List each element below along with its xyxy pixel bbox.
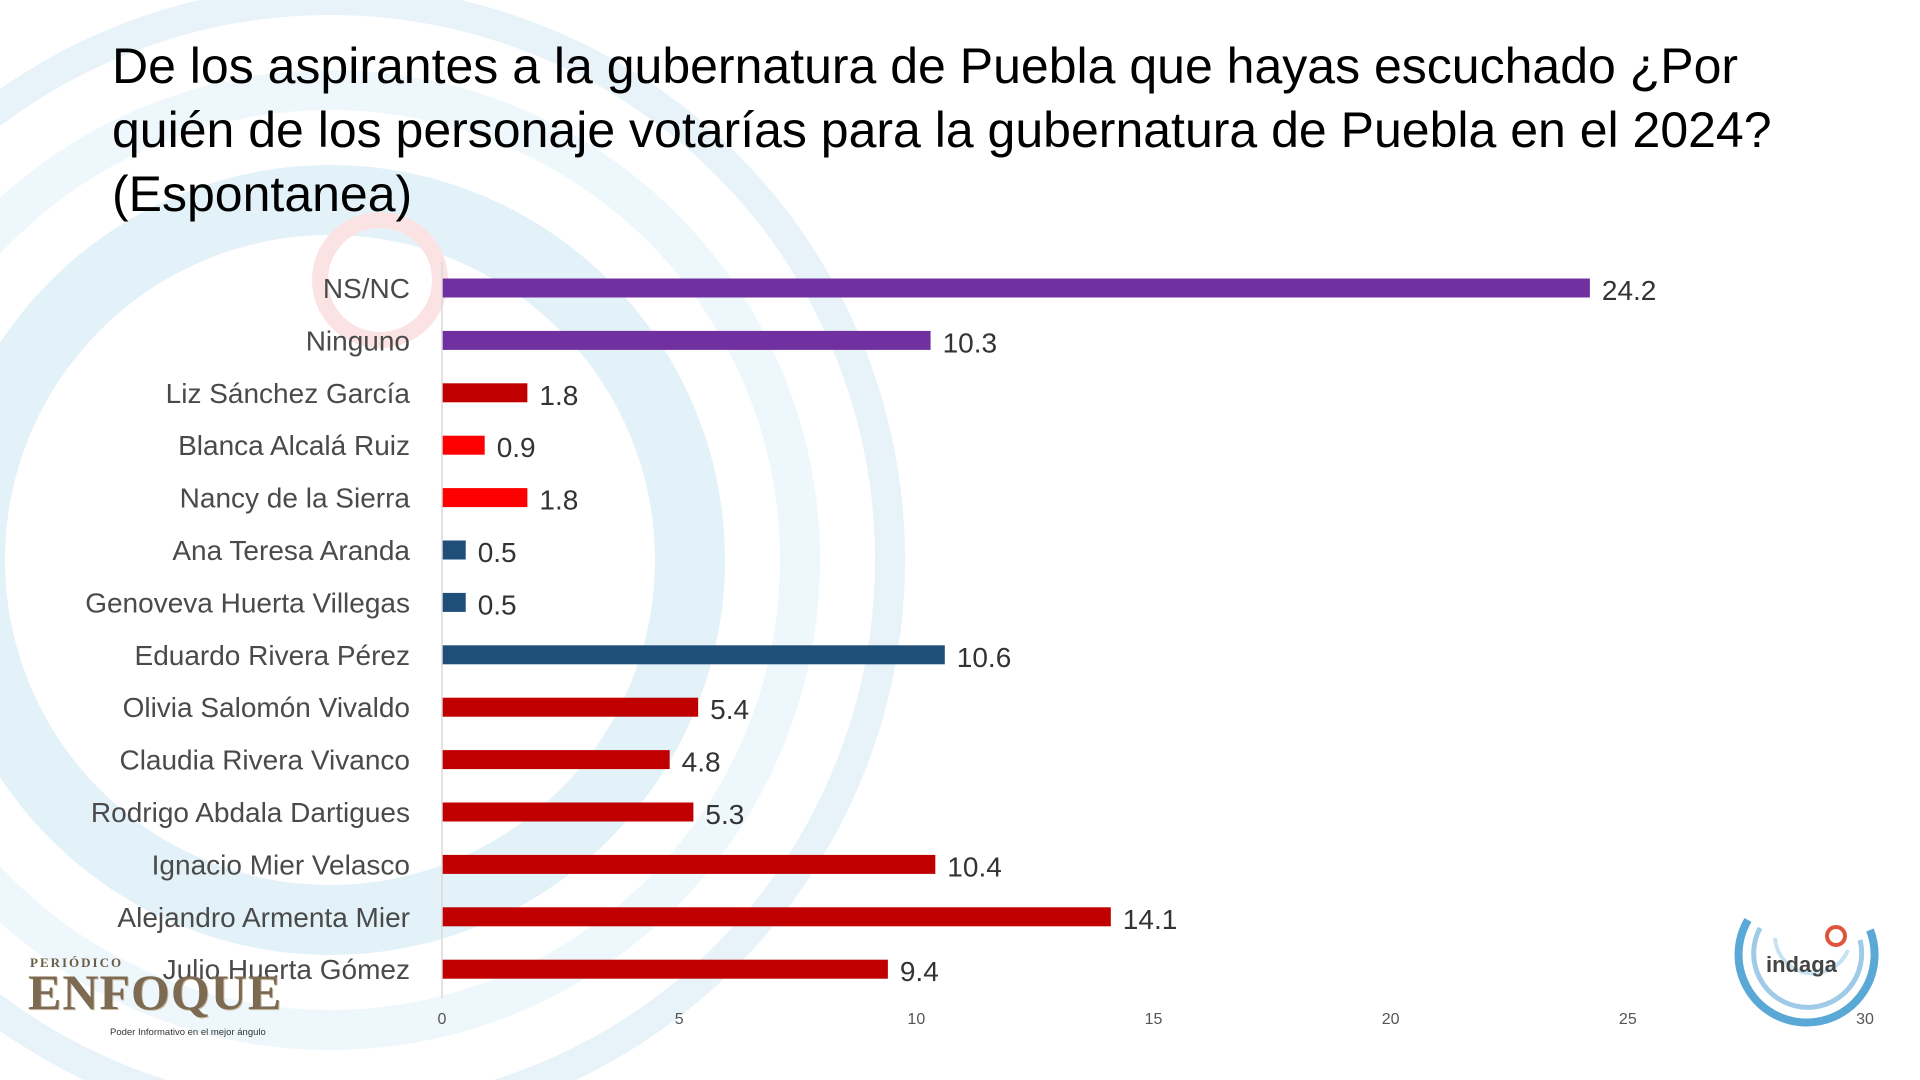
bar-0: [442, 278, 1590, 298]
category-label-11: Ignacio Mier Velasco: [152, 849, 410, 880]
category-label-9: Claudia Rivera Vivanco: [119, 745, 410, 776]
x-tick-label-0: 0: [438, 1011, 447, 1028]
bar-12: [442, 907, 1111, 927]
x-tick-label-3: 15: [1145, 1011, 1163, 1028]
value-label-10: 5.3: [705, 799, 744, 830]
enfoque-logo: PERIÓDICO ENFOQUE Poder Informativo en e…: [28, 955, 281, 1038]
category-label-2: Liz Sánchez García: [166, 378, 411, 409]
logo-tagline: Poder Informativo en el mejor ángulo: [110, 1027, 266, 1038]
page-title: De los aspirantes a la gubernatura de Pu…: [112, 38, 1772, 222]
bar-2: [442, 383, 528, 403]
bar-13: [442, 959, 888, 979]
category-label-6: Genoveva Huerta Villegas: [85, 587, 410, 618]
bar-8: [442, 697, 699, 717]
bar-4: [442, 488, 528, 508]
value-label-8: 5.4: [710, 694, 749, 725]
category-label-7: Eduardo Rivera Pérez: [135, 640, 410, 671]
category-label-12: Alejandro Armenta Mier: [117, 902, 410, 933]
logo-small-text: PERIÓDICO: [30, 955, 124, 970]
value-label-13: 9.4: [900, 956, 939, 987]
x-tick-label-6: 30: [1856, 1011, 1874, 1028]
value-label-5: 0.5: [478, 537, 517, 568]
x-axis: 0 5 10 15 20 25 30: [438, 262, 1874, 1028]
x-tick-label-4: 20: [1382, 1011, 1400, 1028]
bar-1: [442, 330, 931, 350]
x-tick-label-1: 5: [675, 1011, 684, 1028]
indaga-name: indaga: [1766, 952, 1837, 977]
value-label-7: 10.6: [957, 642, 1012, 673]
bar-10: [442, 802, 694, 822]
category-label-1: Ninguno: [306, 325, 410, 356]
category-label-4: Nancy de la Sierra: [180, 483, 411, 514]
logo-name: ENFOQUE: [28, 964, 283, 1020]
bar-7: [442, 645, 945, 665]
bar-5: [442, 540, 466, 560]
x-tick-label-5: 25: [1619, 1011, 1637, 1028]
category-label-3: Blanca Alcalá Ruiz: [178, 430, 410, 461]
bar-6: [442, 592, 466, 612]
value-label-4: 1.8: [539, 485, 578, 516]
value-label-9: 4.8: [682, 747, 721, 778]
category-label-0: NS/NC: [323, 273, 410, 304]
bar-9: [442, 750, 670, 770]
value-label-0: 24.2: [1602, 275, 1657, 306]
indaga-rings-icon: [1734, 917, 1879, 1027]
x-tick-label-2: 10: [907, 1011, 925, 1028]
value-label-12: 14.1: [1123, 904, 1178, 935]
value-label-2: 1.8: [539, 380, 578, 411]
indaga-logo: indaga: [1720, 880, 1890, 1030]
value-labels: 24.2 10.3 1.80.91.8 0.5 0.5 10.6 5.4 4.8 5.3 10.4…: [478, 275, 1657, 987]
category-label-5: Ana Teresa Aranda: [172, 535, 410, 566]
category-labels: NS/NC Ninguno Liz Sánchez García Blanca Alc…: [85, 273, 410, 985]
bar-3: [442, 435, 485, 455]
value-label-11: 10.4: [947, 851, 1002, 882]
value-label-6: 0.5: [478, 589, 517, 620]
value-label-3: 0.9: [497, 432, 536, 463]
category-label-10: Rodrigo Abdala Dartigues: [91, 797, 410, 828]
category-label-8: Olivia Salomón Vivaldo: [123, 692, 410, 723]
bars-layer: [442, 278, 1590, 979]
value-label-1: 10.3: [943, 327, 998, 358]
bar-11: [442, 854, 936, 874]
category-label-13: Julio Huerta Gómez: [163, 954, 410, 985]
